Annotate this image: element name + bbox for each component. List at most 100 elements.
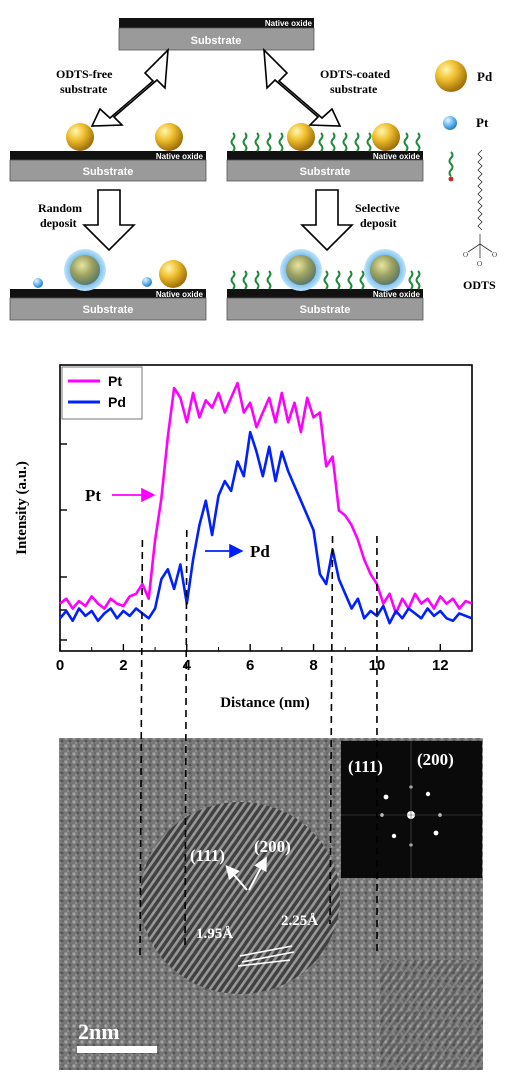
arrow-to-odts-free xyxy=(90,47,169,127)
d-spacing-markers xyxy=(237,945,295,967)
x-tick-label: 0 xyxy=(56,657,64,674)
pt-legend-label: Pt xyxy=(476,115,489,130)
plane-label-111: (111) xyxy=(190,846,225,865)
odts-chain xyxy=(230,132,236,152)
pd-annotation: Pd xyxy=(250,542,270,561)
odts-chain xyxy=(366,132,372,152)
odts-chain xyxy=(242,270,248,290)
odts-free-label: ODTS-free xyxy=(56,67,113,81)
odts-chain xyxy=(359,270,365,290)
odts-chains xyxy=(230,270,421,290)
selective-label-2: deposit xyxy=(360,216,397,230)
series-line-pd xyxy=(59,430,473,625)
plot-frame xyxy=(59,364,473,652)
pd-particle xyxy=(66,123,94,151)
pd-particle xyxy=(159,260,187,288)
d-spacing-2: 2.25Å xyxy=(281,913,318,929)
svg-text:O: O xyxy=(463,251,468,259)
odts-coated-label: ODTS-coated xyxy=(320,67,390,81)
svg-text:O: O xyxy=(477,260,482,268)
substrate-label: Substrate xyxy=(300,166,351,178)
scale-bar xyxy=(77,1046,157,1053)
pt-particle xyxy=(33,278,43,288)
x-tick-label: 6 xyxy=(246,657,254,674)
odts-chain xyxy=(318,132,324,152)
odts-chain xyxy=(330,132,336,152)
x-tick-label: 2 xyxy=(119,657,127,674)
odts-free-label-2: substrate xyxy=(60,82,108,96)
series-layer xyxy=(59,381,473,625)
dashed-guide xyxy=(184,529,188,946)
bottom-left-substrate: Native oxide Substrate xyxy=(9,249,207,321)
odts-chain xyxy=(354,132,360,152)
dashed-guide xyxy=(139,539,144,957)
pt-legend-sphere xyxy=(443,116,457,130)
plane-label-200: (200) xyxy=(254,837,291,856)
odts-chain xyxy=(323,270,329,290)
substrate-label: Substrate xyxy=(300,304,351,316)
mid-left-substrate: Native oxide Substrate xyxy=(9,123,207,182)
top-substrate: Native oxide Substrate xyxy=(118,18,315,51)
odts-chain xyxy=(408,270,414,290)
d-spacing-1: 1.95Å xyxy=(196,926,233,942)
fft-label-111: (111) xyxy=(348,757,383,776)
odts-chain xyxy=(278,132,284,152)
odts-chain xyxy=(347,270,353,290)
schematic: Native oxide Substrate ODTS-free substra… xyxy=(9,18,497,321)
line-profile-chart: 0 2 4 6 8 10 12 Pt Pd Pt Pd Distance (nm) Inte… xyxy=(14,364,473,711)
x-tick-label: 4 xyxy=(183,657,192,674)
plane-arrow-200 xyxy=(248,856,267,891)
pd-particle xyxy=(287,123,315,151)
odts-chain xyxy=(254,132,260,152)
dashed-guides xyxy=(139,529,378,957)
x-tick-label: 10 xyxy=(369,657,386,674)
native-oxide-label: Native oxide xyxy=(156,152,204,161)
pt-particle xyxy=(142,277,152,287)
native-oxide-label: Native oxide xyxy=(373,290,421,299)
pd-core xyxy=(286,255,316,285)
odts-chains xyxy=(230,132,421,152)
odts-chain xyxy=(266,132,272,152)
odts-chain xyxy=(415,132,421,152)
substrate-label: Substrate xyxy=(83,304,134,316)
random-label: Random xyxy=(38,201,82,215)
x-tick-label: 12 xyxy=(432,657,449,674)
native-oxide-label: Native oxide xyxy=(156,290,204,299)
arrow-random-deposit xyxy=(82,189,136,252)
selective-label: Selective xyxy=(355,201,400,215)
odts-chain xyxy=(415,270,421,290)
x-axis-label: Distance (nm) xyxy=(220,695,310,711)
fft-inset: (111) (200) xyxy=(341,741,482,878)
pd-core xyxy=(370,255,400,285)
pd-particle xyxy=(155,123,183,151)
odts-molecule-icon: O O O xyxy=(463,149,497,268)
odts-chain xyxy=(403,132,409,152)
x-tick-label: 8 xyxy=(309,657,317,674)
odts-coated-label-2: substrate xyxy=(330,82,378,96)
arrow-selective-deposit xyxy=(300,189,354,252)
odts-chain xyxy=(254,270,260,290)
pd-core xyxy=(70,255,100,285)
random-label-2: deposit xyxy=(40,216,77,230)
arrow-to-odts-coated xyxy=(263,47,342,127)
fft-label-200: (200) xyxy=(417,750,454,769)
y-axis-label: Intensity (a.u.) xyxy=(14,461,30,555)
tem-image: (111) (200) (111) (200) 1.95Å 2.25Å 2nm xyxy=(59,738,483,1070)
legend-label-pt: Pt xyxy=(108,373,122,389)
pd-legend-sphere xyxy=(435,60,467,92)
dashed-guide xyxy=(329,535,334,925)
odts-chain xyxy=(266,270,272,290)
odts-chain xyxy=(230,270,236,290)
pd-legend-label: Pd xyxy=(477,69,493,84)
pt-annotation: Pt xyxy=(85,486,101,505)
plane-arrow-111 xyxy=(225,864,248,891)
series-line-pt xyxy=(59,381,473,615)
odts-chain xyxy=(342,132,348,152)
bottom-right-substrate: Native oxide Substrate xyxy=(226,249,424,321)
chart-legend: Pt Pd xyxy=(61,366,143,420)
native-oxide-label: Native oxide xyxy=(373,152,421,161)
x-ticks: 0 2 4 6 8 10 12 xyxy=(56,644,449,674)
mid-right-substrate: Native oxide Substrate xyxy=(226,123,424,182)
substrate-label: Substrate xyxy=(83,166,134,178)
